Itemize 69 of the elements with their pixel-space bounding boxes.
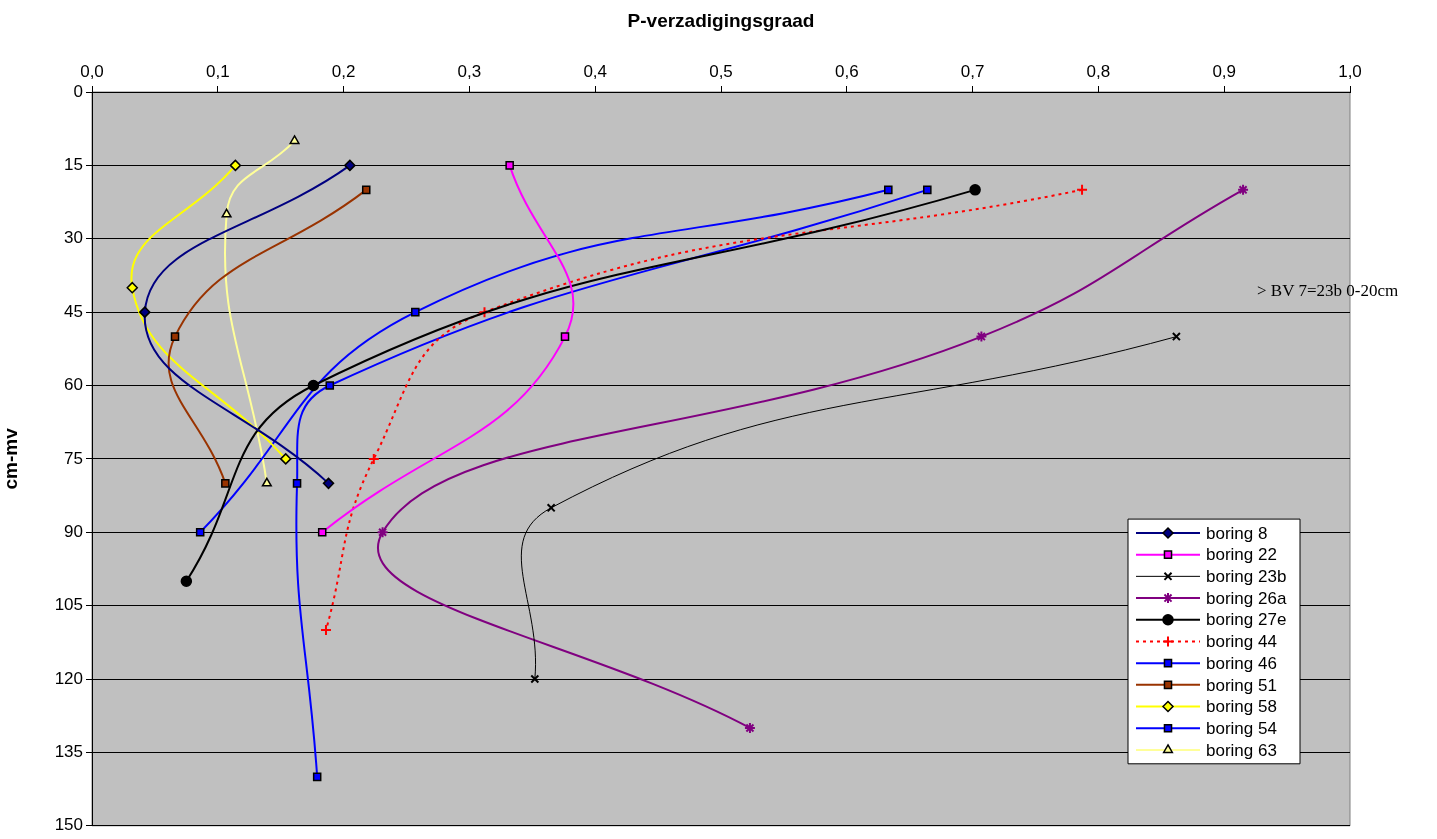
point [170, 332, 180, 341]
point [1076, 183, 1089, 196]
legend-label: boring 58 [1206, 697, 1277, 717]
y-tick-label: 150 [54, 815, 83, 835]
legend-label: boring 22 [1206, 545, 1277, 565]
point [376, 526, 389, 539]
y-axis-title: cm-mv [0, 427, 21, 490]
point [289, 135, 300, 145]
point [560, 332, 570, 341]
y-tick-label: 0 [73, 81, 83, 101]
point [221, 479, 230, 488]
point [505, 161, 514, 170]
point [261, 477, 272, 487]
y-tick-label: 30 [64, 228, 83, 248]
x-tick-label: 0,8 [1086, 62, 1111, 82]
legend-label: boring 8 [1206, 523, 1268, 543]
legend-label: boring 54 [1206, 718, 1277, 738]
y-tick-label: 45 [64, 301, 83, 321]
x-tick-label: 0,2 [331, 62, 356, 82]
x-tick-label: 0,5 [709, 62, 733, 82]
legend-label: boring 44 [1206, 632, 1277, 652]
legend-label: boring 26a [1206, 588, 1287, 608]
point [195, 527, 205, 537]
annotation: > BV 7=23b 0-20cm [1257, 281, 1399, 301]
y-tick-label: 60 [64, 375, 83, 395]
point [344, 159, 356, 172]
y-tick-label: 135 [54, 742, 83, 762]
point [325, 381, 335, 390]
point [975, 330, 988, 343]
y-tick-label: 75 [64, 448, 83, 468]
y-tick-label: 15 [64, 155, 83, 175]
point [969, 184, 981, 196]
point [1171, 332, 1181, 342]
point [279, 453, 292, 465]
point [478, 306, 491, 319]
point [292, 479, 302, 488]
point [530, 674, 540, 684]
point [1237, 183, 1250, 196]
y-tick-label: 105 [54, 595, 83, 615]
point [361, 185, 371, 195]
x-tick-label: 0,7 [960, 62, 985, 82]
point [307, 379, 320, 392]
legend-label: boring 46 [1206, 653, 1277, 673]
x-axis-title: P-verzadigingsgraad [627, 9, 815, 31]
legend-label: boring 51 [1206, 675, 1277, 695]
point [322, 477, 335, 490]
point [546, 503, 556, 513]
point [317, 527, 327, 537]
legend-label: boring 23b [1206, 567, 1287, 587]
legend-label: boring 63 [1206, 740, 1277, 760]
point [411, 307, 420, 317]
x-tick-label: 0,6 [834, 62, 859, 82]
x-tick-label: 0,1 [205, 62, 230, 82]
x-tick-label: 0,4 [583, 62, 608, 82]
point [884, 185, 893, 195]
x-tick-label: 0,9 [1212, 62, 1237, 82]
x-tick-label: 0,3 [457, 62, 482, 82]
point [312, 772, 322, 782]
y-tick-label: 120 [54, 668, 83, 688]
point [139, 306, 151, 318]
x-tick-label: 1,0 [1338, 62, 1362, 82]
point [221, 208, 232, 218]
point [229, 159, 242, 172]
point [180, 575, 193, 587]
point [126, 281, 139, 294]
point [923, 185, 932, 195]
legend-label: boring 27e [1206, 610, 1287, 630]
y-tick-label: 90 [64, 521, 83, 541]
x-tick-label: 0,0 [80, 62, 104, 82]
